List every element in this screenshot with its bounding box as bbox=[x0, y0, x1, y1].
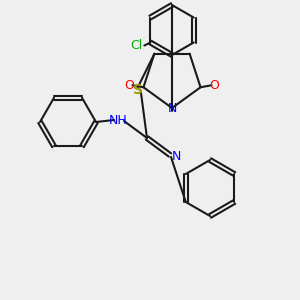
Text: NH: NH bbox=[109, 113, 128, 127]
Text: O: O bbox=[210, 79, 220, 92]
Text: Cl: Cl bbox=[130, 39, 142, 52]
Text: N: N bbox=[172, 149, 182, 163]
Text: N: N bbox=[167, 101, 177, 115]
Text: O: O bbox=[124, 79, 134, 92]
Text: S: S bbox=[133, 83, 143, 97]
